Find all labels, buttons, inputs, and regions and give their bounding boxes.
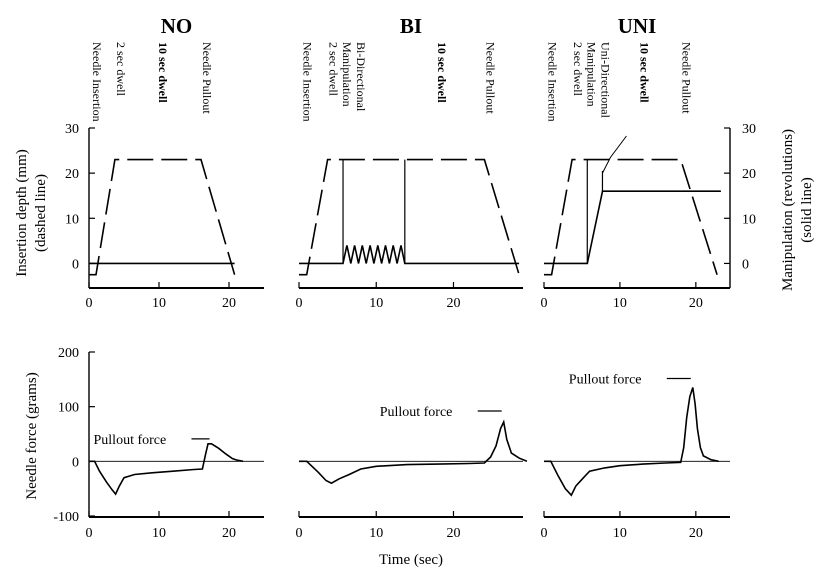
annotation-label: Needle Insertion: [90, 42, 104, 122]
x-tick-label: 10: [152, 526, 166, 541]
annotation-label: 2 sec dwell: [571, 42, 585, 97]
series-line-dashed-p1: [299, 158, 520, 276]
x-tick-label: 0: [86, 296, 93, 311]
y-tick-label: 100: [58, 401, 79, 416]
y-tick-label: 0: [72, 257, 79, 272]
pullout-force-label: Pullout force: [569, 373, 642, 388]
annotation-label: 10 sec dwell: [435, 42, 449, 103]
pullout-force-label: Pullout force: [94, 433, 167, 448]
y-tick-label: 30: [65, 122, 79, 137]
x-tick-label: 20: [446, 526, 460, 541]
x-tick-label: 20: [689, 526, 703, 541]
x-tick-label: 0: [541, 526, 548, 541]
x-axis-label-time: Time (sec): [379, 552, 443, 568]
series-line-dashed-p2: [544, 158, 718, 276]
series-line-solid-p1: [299, 245, 520, 265]
y-tick-label: 20: [65, 167, 79, 182]
series-line-solid-p2: [544, 190, 721, 265]
panel-title: UNI: [618, 14, 657, 38]
x-tick-label: 10: [613, 296, 627, 311]
annotation-label: Needle Pullout: [680, 42, 694, 114]
panel-title: NO: [161, 14, 193, 38]
annotation-label: Needle Insertion: [301, 42, 315, 122]
x-tick-label: 0: [541, 296, 548, 311]
y-tick-label: 0: [742, 257, 749, 272]
x-tick-label: 0: [296, 296, 303, 311]
annotation-label: Needle Pullout: [200, 42, 214, 114]
x-tick-label: 20: [222, 296, 236, 311]
annotation-label: 2 sec dwell: [114, 42, 128, 97]
y-tick-label: 10: [742, 212, 756, 227]
y-tick-label: 20: [742, 167, 756, 182]
y-tick-label: 200: [58, 346, 79, 361]
y-tick-label: 10: [65, 212, 79, 227]
x-tick-label: 0: [86, 526, 93, 541]
x-tick-label: 20: [222, 526, 236, 541]
x-tick-label: 10: [152, 296, 166, 311]
annotation-label: Uni-DirectionalManipulation: [584, 42, 612, 119]
annotation-label: 2 sec dwell: [327, 42, 341, 97]
y-tick-label: -100: [53, 510, 79, 525]
series-line-dashed-p0: [89, 158, 236, 276]
x-tick-label: 10: [613, 526, 627, 541]
panel-title: BI: [400, 14, 422, 38]
y-axis-label-manipulation: Manipulation (revolutions) (solid line): [780, 129, 815, 291]
series-line-solid-p5: [544, 387, 719, 497]
x-tick-label: 0: [296, 526, 303, 541]
y-axis-label-insertion-depth: Insertion depth (mm) (dashed line): [14, 149, 49, 276]
x-tick-label: 10: [369, 526, 383, 541]
y-tick-label: 0: [72, 455, 79, 470]
pullout-force-label: Pullout force: [380, 405, 453, 420]
annotation-label: 10 sec dwell: [156, 42, 170, 103]
annotation-leader-line: [602, 135, 627, 174]
annotation-label: Bi-DirectionalManipulation: [340, 42, 368, 112]
x-tick-label: 20: [446, 296, 460, 311]
x-tick-label: 20: [689, 296, 703, 311]
x-tick-label: 10: [369, 296, 383, 311]
series-line-solid-p4: [299, 419, 528, 485]
annotation-label: 10 sec dwell: [637, 42, 651, 103]
annotation-label: Needle Pullout: [483, 42, 497, 114]
series-line-solid-p3: [89, 442, 244, 496]
annotation-label: Needle Insertion: [546, 42, 560, 122]
y-tick-label: 30: [742, 122, 756, 137]
y-axis-label-needle-force: Needle force (grams): [24, 372, 40, 499]
